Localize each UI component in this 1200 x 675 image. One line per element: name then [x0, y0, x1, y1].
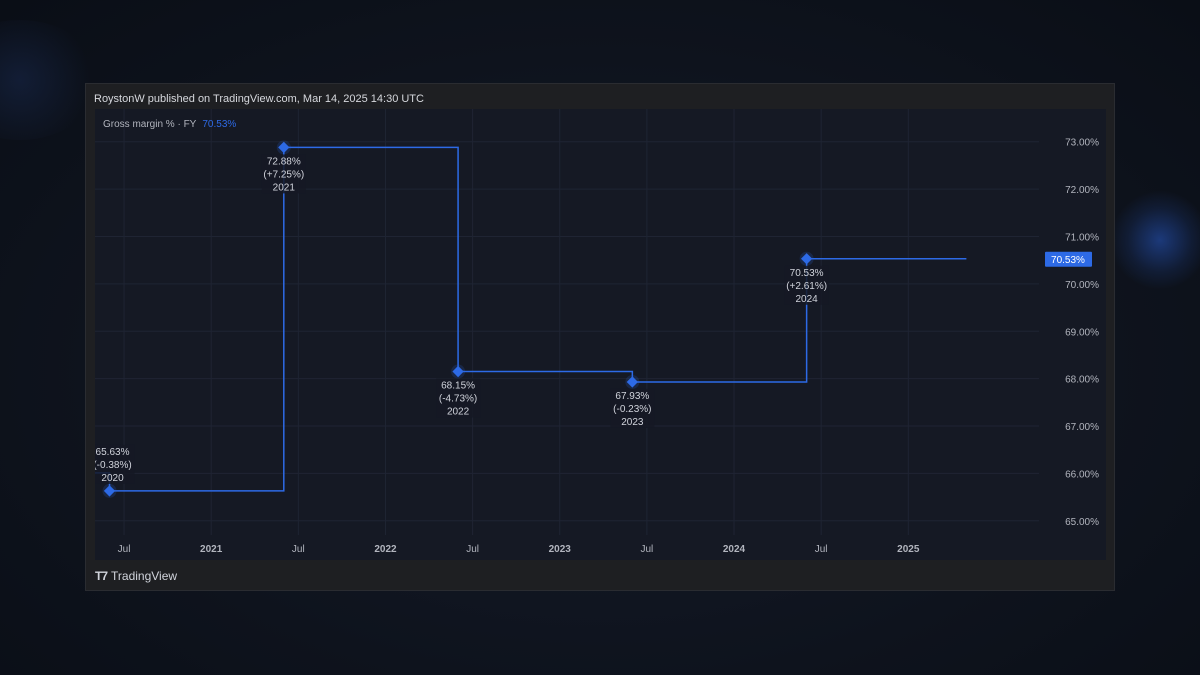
x-tick-label: Jul: [815, 544, 828, 555]
data-point-marker: [452, 365, 464, 378]
y-tick-label: 71.00%: [1065, 233, 1099, 244]
y-tick-label: 68.00%: [1065, 375, 1099, 386]
series-step-line: [95, 146, 967, 492]
chart-card: RoystonW published on TradingView.com, M…: [85, 83, 1115, 591]
y-tick-label: 69.00%: [1065, 327, 1099, 338]
x-tick-label: 2021: [200, 544, 223, 555]
x-tick-label: 2025: [897, 544, 920, 555]
data-label-bg: [95, 444, 135, 484]
chart-area[interactable]: 65.00% 66.00% 67.00% 68.00% 69.00% 70.00% 71.0…: [95, 109, 1106, 560]
data-label-change: (-0.38%): [95, 460, 132, 471]
data-label-year: 2020: [101, 473, 124, 484]
data-label-bg: [610, 388, 655, 428]
data-label-change: (+7.25%): [263, 169, 304, 180]
x-tick-label: 2022: [374, 544, 397, 555]
legend: Gross margin % · FY 70.53%: [103, 119, 236, 130]
x-tick-label: Jul: [466, 544, 479, 555]
y-tick-label: 70.00%: [1065, 280, 1099, 291]
footer[interactable]: T7 TradingView: [95, 569, 177, 583]
background-glow-right: [1110, 190, 1200, 290]
tradingview-logo-icon: T7: [95, 569, 108, 583]
data-label-change: (-0.23%): [613, 404, 651, 415]
data-point-marker: [278, 141, 290, 154]
data-point-marker: [626, 376, 639, 388]
footer-brand: TradingView: [111, 569, 178, 583]
data-point-marker: [800, 253, 813, 265]
data-label-year: 2024: [796, 294, 819, 305]
y-tick-label: 66.00%: [1065, 469, 1099, 480]
data-label-value: 65.63%: [96, 447, 130, 458]
data-label-change: (+2.61%): [786, 281, 827, 292]
publisher-line: RoystonW published on TradingView.com, M…: [94, 93, 424, 105]
legend-value: 70.53%: [202, 119, 237, 130]
x-tick-label: Jul: [292, 544, 305, 555]
data-label-value: 72.88%: [267, 156, 301, 167]
last-value-tag-text: 70.53%: [1051, 255, 1085, 266]
data-label-bg: [784, 265, 829, 305]
chart-svg[interactable]: 65.00% 66.00% 67.00% 68.00% 69.00% 70.00% 71.0…: [95, 109, 1106, 560]
data-label-year: 2022: [447, 407, 470, 418]
data-label-year: 2023: [621, 417, 644, 428]
data-label-value: 70.53%: [790, 268, 824, 279]
y-tick-label: 65.00%: [1065, 517, 1099, 528]
data-label-year: 2021: [273, 182, 296, 193]
data-label-value: 67.93%: [615, 391, 649, 402]
last-value-tag: [1045, 251, 1092, 267]
legend-label: Gross margin % · FY: [103, 119, 197, 130]
x-tick-label: 2023: [549, 544, 572, 555]
data-label-bg: [261, 154, 306, 194]
x-tick-label: 2024: [723, 544, 746, 555]
data-label-change: (-4.73%): [439, 394, 477, 405]
x-tick-label: Jul: [118, 544, 131, 555]
y-tick-label: 67.00%: [1065, 422, 1099, 433]
data-label-bg: [436, 378, 481, 418]
y-tick-label: 73.00%: [1065, 138, 1099, 149]
y-tick-label: 72.00%: [1065, 185, 1099, 196]
data-label-value: 68.15%: [441, 381, 475, 392]
x-tick-label: Jul: [640, 544, 653, 555]
